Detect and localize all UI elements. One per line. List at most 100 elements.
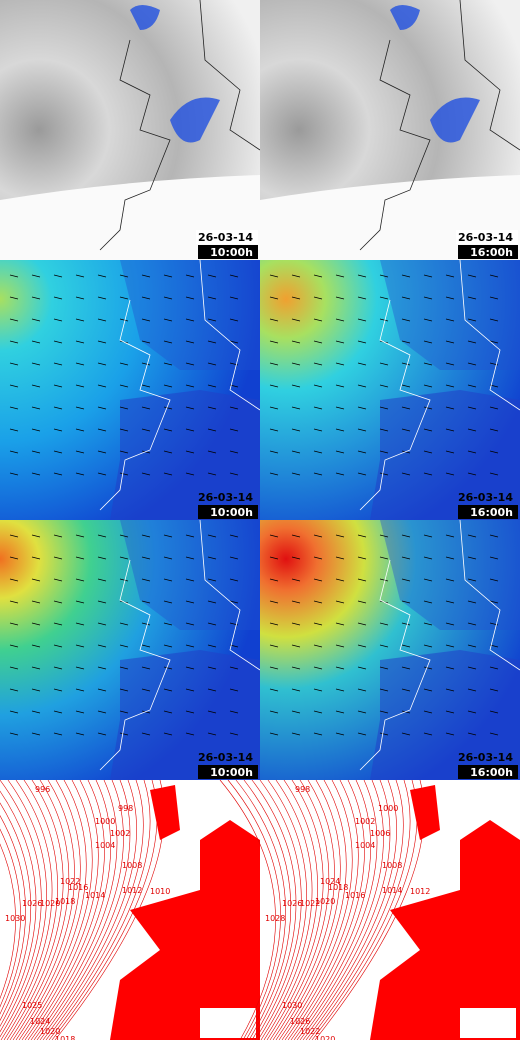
- wind-barb: [489, 688, 499, 692]
- date-label: 26-03-14: [458, 751, 513, 764]
- wind-barb: [163, 534, 173, 538]
- wind-barb: [379, 688, 389, 692]
- wind-barb: [31, 600, 41, 604]
- wind-barb: [229, 732, 239, 736]
- wind-barb: [335, 688, 345, 692]
- wind-barb: [119, 472, 129, 476]
- wind-barb: [357, 710, 367, 714]
- wind-barb: [53, 296, 63, 300]
- blank-box: [200, 1008, 256, 1038]
- wind-barb: [335, 600, 345, 604]
- wind-barb: [53, 340, 63, 344]
- wind-barb: [119, 450, 129, 454]
- wind-barb: [163, 622, 173, 626]
- isobar: [0, 815, 26, 1015]
- time-bg: [198, 765, 258, 779]
- wind-barb: [207, 428, 217, 432]
- wind-barb: [445, 534, 455, 538]
- wind-barb: [141, 318, 151, 322]
- wind-barb: [269, 600, 279, 604]
- wind-barb: [401, 556, 411, 560]
- isobar: [0, 828, 21, 1008]
- wind-barb: [75, 274, 85, 278]
- wind-barb: [357, 622, 367, 626]
- wind-barb: [401, 406, 411, 410]
- wind-barb: [53, 428, 63, 432]
- isobar-label: 1025: [22, 1001, 42, 1010]
- wind-barb: [75, 688, 85, 692]
- wind-barb: [75, 600, 85, 604]
- wind-barb: [207, 472, 217, 476]
- wind-barb: [207, 406, 217, 410]
- wind-barb: [269, 666, 279, 670]
- wind-barb: [401, 318, 411, 322]
- wind-barb: [313, 710, 323, 714]
- wind-barb: [75, 666, 85, 670]
- wind-barb: [357, 450, 367, 454]
- wind-barb: [75, 732, 85, 736]
- wind-barb: [335, 556, 345, 560]
- wind-barb: [379, 666, 389, 670]
- wind-barb: [445, 710, 455, 714]
- wind-barb: [31, 406, 41, 410]
- date-bg: [456, 230, 518, 244]
- wind-barb: [291, 362, 301, 366]
- wind-barb: [401, 296, 411, 300]
- wind-barb: [119, 578, 129, 582]
- wind-barb: [53, 384, 63, 388]
- wind-barb: [313, 472, 323, 476]
- wind-barb: [269, 556, 279, 560]
- date-label: 26-03-14: [198, 231, 253, 244]
- wind-barb: [401, 362, 411, 366]
- wind-barb: [229, 666, 239, 670]
- wind-barb: [445, 274, 455, 278]
- wind-barb: [313, 578, 323, 582]
- wind-barb: [141, 340, 151, 344]
- isobar-label: 1010: [150, 887, 170, 896]
- wind-barb: [97, 340, 107, 344]
- wind-barb: [269, 384, 279, 388]
- wind-barb: [97, 600, 107, 604]
- isobar: [0, 802, 32, 1021]
- wind-barb: [141, 428, 151, 432]
- wind-barb: [31, 644, 41, 648]
- blank-box: [460, 1008, 516, 1038]
- isobar-label: 1030: [282, 1001, 302, 1010]
- wind-barb: [207, 666, 217, 670]
- time-bg: [458, 765, 518, 779]
- isobar: [18, 779, 87, 1040]
- wind-barb: [9, 666, 19, 670]
- wind-barb: [423, 362, 433, 366]
- isobar-label: 1008: [382, 861, 402, 870]
- wind-barb: [467, 622, 477, 626]
- isobar: [275, 779, 341, 1040]
- wind-barb: [445, 600, 455, 604]
- wind-barb: [163, 450, 173, 454]
- map-panel: 26-03-14 16:00h: [260, 0, 520, 260]
- wind-barb: [97, 666, 107, 670]
- wind-barb: [163, 578, 173, 582]
- land: [120, 260, 260, 370]
- wind-barb: [401, 644, 411, 648]
- wind-barb: [207, 710, 217, 714]
- wind-barb: [163, 472, 173, 476]
- wind-barb: [75, 362, 85, 366]
- wind-barb: [291, 384, 301, 388]
- wind-barb: [313, 450, 323, 454]
- wind-barb: [445, 666, 455, 670]
- wind-barb: [335, 622, 345, 626]
- wind-barb: [291, 710, 301, 714]
- wind-barb: [467, 340, 477, 344]
- wind-barb: [445, 362, 455, 366]
- wind-barb: [489, 274, 499, 278]
- wind-barb: [141, 578, 151, 582]
- isobar-label: 1024: [320, 877, 340, 886]
- wind-barb: [119, 428, 129, 432]
- isobar: [257, 779, 307, 1040]
- wind-barb: [53, 578, 63, 582]
- time-label: 16:00h: [470, 506, 513, 519]
- isobar-label: 1002: [110, 829, 130, 838]
- isobar-label: 1016: [68, 883, 88, 892]
- precip: [170, 97, 220, 143]
